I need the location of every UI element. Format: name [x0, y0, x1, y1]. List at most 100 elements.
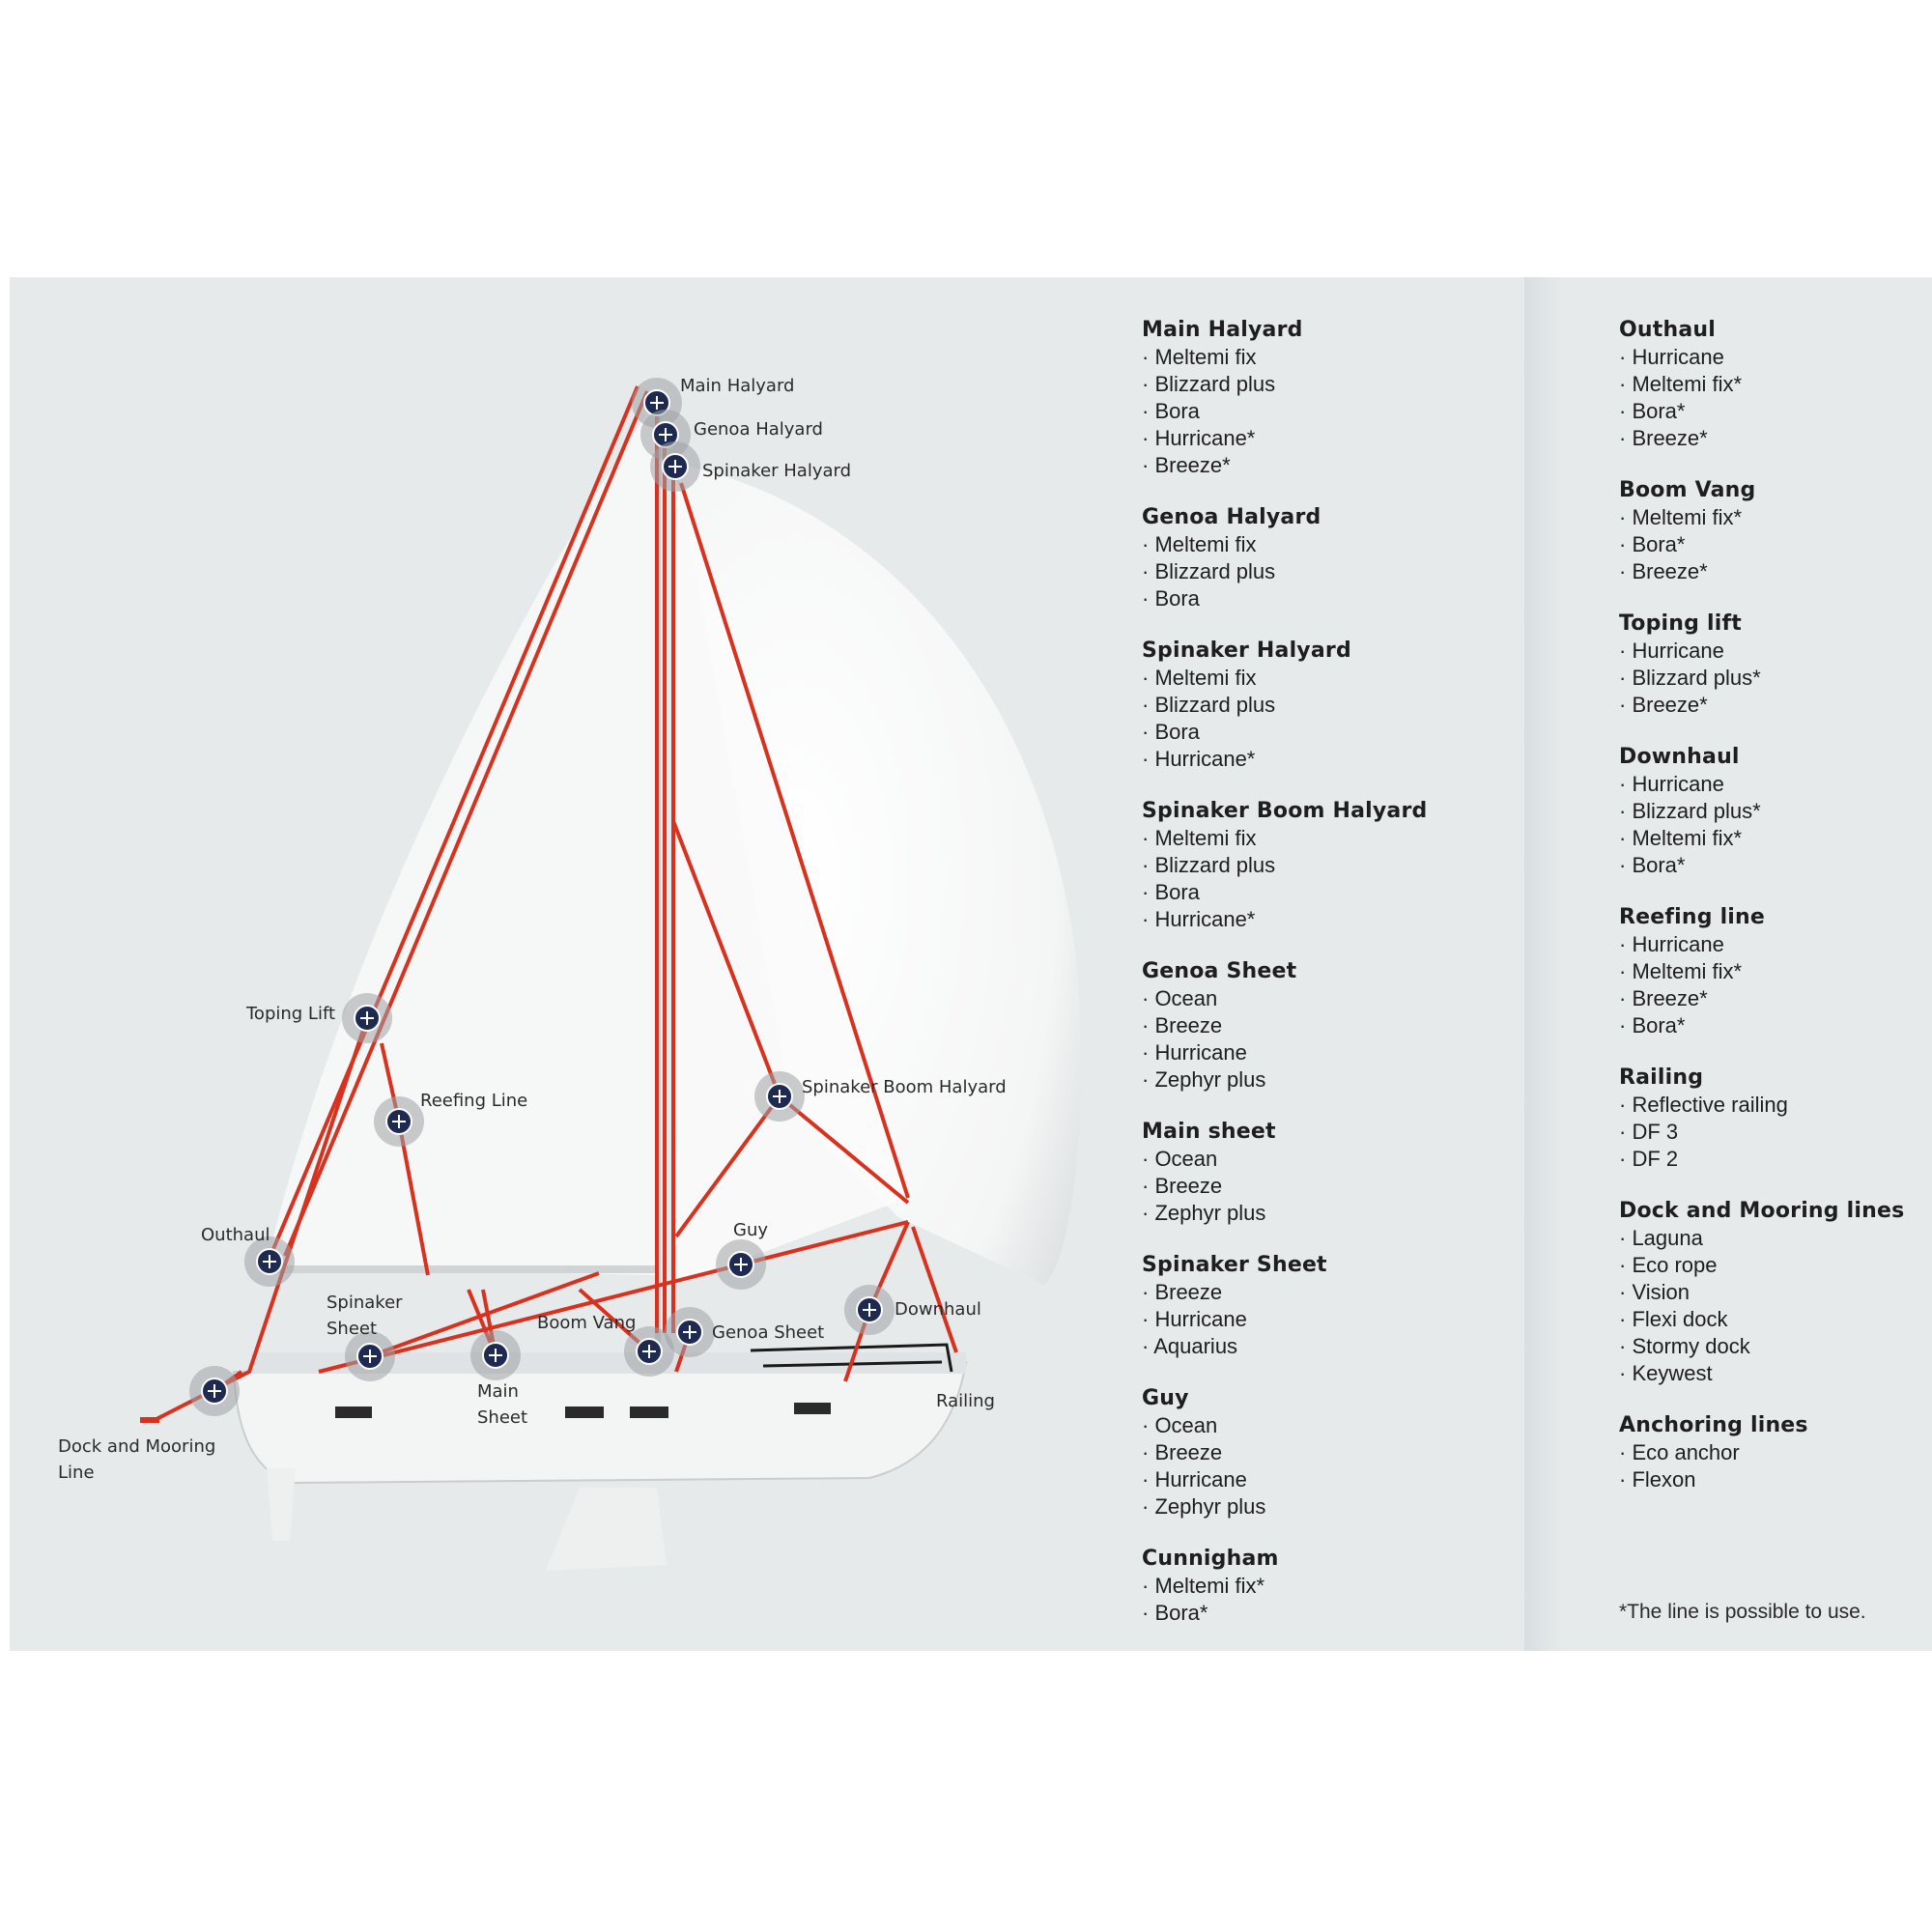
marker-reefing-line-plus-icon[interactable] — [374, 1096, 424, 1147]
rope-item: · Hurricane — [1142, 1467, 1247, 1492]
section-title: Main sheet — [1142, 1120, 1276, 1144]
marker-spinaker-halyard-plus-icon[interactable] — [650, 441, 700, 492]
rope-section: Toping lift · Hurricane · Blizzard plus* · … — [1619, 611, 1904, 719]
rope-item: · Keywest — [1619, 1361, 1713, 1385]
marker-dock-mooring-plus-icon[interactable] — [189, 1366, 240, 1416]
rope-item: · Breeze* — [1142, 453, 1231, 477]
label-boom-vang: Boom Vang — [537, 1313, 637, 1333]
rope-section: Genoa Sheet · Ocean · Breeze · Hurricane · Z… — [1142, 958, 1427, 1094]
section-title: Reefing line — [1619, 905, 1766, 929]
label-dock-mooring-line: Dock and Mooring Line — [58, 1436, 216, 1483]
rope-item: · Stormy dock — [1619, 1334, 1750, 1358]
rope-section: Anchoring lines · Eco anchor · Flexon — [1619, 1412, 1904, 1493]
label-toping-lift: Toping Lift — [246, 1004, 336, 1024]
rope-item: · Vision — [1619, 1280, 1690, 1304]
rope-item: · Hurricane — [1619, 345, 1724, 369]
rope-section: Outhaul · Hurricane · Meltemi fix* · Bora* ·… — [1619, 317, 1904, 452]
rope-section: Spinaker Sheet · Breeze · Hurricane · Aquar… — [1142, 1252, 1427, 1360]
rope-item: · Bora* — [1619, 399, 1686, 423]
label-reefing-line: Reefing Line — [420, 1091, 528, 1111]
rope-item: · Meltemi fix* — [1619, 826, 1743, 850]
rudder — [267, 1468, 296, 1541]
marker-main-sheet-plus-icon[interactable] — [470, 1330, 521, 1380]
rope-item: · Hurricane* — [1142, 426, 1256, 450]
label-genoa-sheet: Genoa Sheet — [712, 1322, 825, 1343]
section-title: Downhaul — [1619, 745, 1740, 769]
rope-item: · Meltemi fix* — [1142, 1574, 1265, 1598]
section-title: Boom Vang — [1619, 478, 1756, 502]
hull — [232, 1360, 968, 1485]
label-main-halyard: Main Halyard — [680, 376, 795, 396]
footnote: *The line is possible to use. — [1619, 1601, 1866, 1623]
rope-section: Main sheet · Ocean · Breeze · Zephyr plus — [1142, 1119, 1427, 1227]
rope-item: · Meltemi fix* — [1619, 372, 1743, 396]
rope-item: · Reflective railing — [1619, 1093, 1788, 1117]
rope-item: · Ocean — [1142, 986, 1218, 1010]
marker-outhaul-plus-icon[interactable] — [244, 1236, 295, 1287]
section-title: Spinaker Sheet — [1142, 1253, 1327, 1277]
rope-item: · Ocean — [1142, 1147, 1218, 1171]
rope-section: Boom Vang · Meltemi fix* · Bora* · Breeze* — [1619, 477, 1904, 585]
label-spinaker-sheet: Spinaker Sheet — [327, 1293, 403, 1339]
section-title: Railing — [1619, 1065, 1704, 1090]
rope-item: · Blizzard plus — [1142, 853, 1276, 877]
rope-section: Spinaker Boom Halyard · Meltemi fix · Bliz… — [1142, 798, 1427, 933]
rope-item: · Meltemi fix — [1142, 345, 1257, 369]
rope-item: · Ocean — [1142, 1413, 1218, 1437]
section-title: Main Halyard — [1142, 318, 1303, 342]
label-genoa-halyard: Genoa Halyard — [694, 419, 823, 440]
marker-boom-vang-plus-icon[interactable] — [624, 1326, 674, 1377]
marker-genoa-sheet-plus-icon[interactable] — [665, 1307, 715, 1357]
rope-item: · Bora — [1142, 399, 1200, 423]
rope-item: · Meltemi fix — [1142, 532, 1257, 556]
rope-item: · Breeze — [1142, 1013, 1223, 1037]
label-main-sheet: Main Sheet — [477, 1381, 528, 1428]
keel — [546, 1488, 667, 1571]
rope-item: · Meltemi fix* — [1619, 505, 1743, 529]
rope-item: · Zephyr plus — [1142, 1494, 1266, 1519]
rope-item: · Bora* — [1619, 532, 1686, 556]
rope-item: · Hurricane — [1142, 1040, 1247, 1065]
spinnaker-sail — [676, 464, 1082, 1285]
rope-section: Guy · Ocean · Breeze · Hurricane · Zephyr pl… — [1142, 1385, 1427, 1520]
rope-section: Railing · Reflective railing · DF 3 · DF 2 — [1619, 1065, 1904, 1173]
rope-item: · Bora* — [1619, 853, 1686, 877]
deck — [251, 1352, 966, 1374]
label-downhaul: Downhaul — [895, 1299, 981, 1320]
section-title: Anchoring lines — [1619, 1413, 1808, 1437]
rope-section: Genoa Halyard · Meltemi fix · Blizzard plu… — [1142, 504, 1427, 612]
label-railing: Railing — [936, 1391, 995, 1411]
rope-item: · Zephyr plus — [1142, 1201, 1266, 1225]
rope-item: · Breeze — [1142, 1280, 1223, 1304]
rope-item: · Blizzard plus* — [1619, 799, 1761, 823]
red-rope-lines — [140, 385, 958, 1423]
rope-item: · Blizzard plus — [1142, 693, 1276, 717]
label-spinaker-halyard: Spinaker Halyard — [702, 461, 852, 481]
rope-section: Dock and Mooring lines · Laguna · Eco rope… — [1619, 1198, 1904, 1387]
rope-section: Spinaker Halyard · Meltemi fix · Blizzard … — [1142, 638, 1427, 773]
rope-item: · Breeze* — [1619, 426, 1708, 450]
section-title: Genoa Sheet — [1142, 959, 1297, 983]
rope-item: · Meltemi fix* — [1619, 959, 1743, 983]
rope-item: · Hurricane — [1619, 639, 1724, 663]
marker-spinaker-sheet-plus-icon[interactable] — [345, 1331, 395, 1381]
rope-item: · Bora — [1142, 586, 1200, 611]
rope-item: · Blizzard plus — [1142, 559, 1276, 583]
rope-item: · Breeze — [1142, 1440, 1223, 1464]
label-spinaker-boom-halyard: Spinaker Boom Halyard — [802, 1077, 1007, 1097]
label-guy: Guy — [733, 1220, 769, 1240]
rope-item: · Meltemi fix — [1142, 666, 1257, 690]
right-panel — [1524, 277, 1932, 1651]
rope-item: · Hurricane — [1619, 772, 1724, 796]
marker-downhaul-plus-icon[interactable] — [844, 1285, 895, 1335]
marker-toping-lift-plus-icon[interactable] — [342, 993, 392, 1043]
rope-item: · Bora* — [1619, 1013, 1686, 1037]
marker-spinaker-boom-halyard-plus-icon[interactable] — [754, 1071, 805, 1122]
section-title: Guy — [1142, 1386, 1189, 1410]
section-title: Toping lift — [1619, 611, 1742, 636]
marker-guy-plus-icon[interactable] — [716, 1239, 766, 1290]
rope-item: · Hurricane — [1142, 1307, 1247, 1331]
rope-item: · Bora — [1142, 720, 1200, 744]
section-title: Dock and Mooring lines — [1619, 1199, 1905, 1223]
